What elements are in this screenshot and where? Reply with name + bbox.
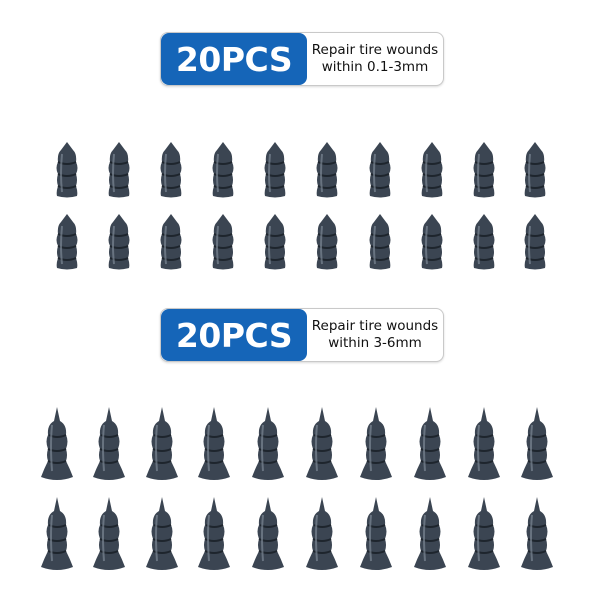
small-tire-repair-nail (369, 214, 391, 270)
description-line: Repair tire wounds (311, 42, 439, 58)
large-tire-repair-nail (306, 407, 338, 480)
large-tire-repair-nail (414, 407, 446, 480)
quantity-label: 20PCS (161, 309, 307, 361)
large-tire-repair-nail (360, 497, 392, 570)
small-tire-repair-nail (421, 142, 443, 198)
large-tire-repair-nail (198, 497, 230, 570)
small-tire-repair-nail (316, 214, 338, 270)
small-tire-repair-nail (316, 142, 338, 198)
large-tire-repair-nail (360, 407, 392, 480)
small-tire-repair-nail (212, 214, 234, 270)
large-tire-repair-nail (252, 407, 284, 480)
large-tire-repair-nail (521, 407, 553, 480)
small-tire-repair-nail (473, 214, 495, 270)
large-tire-repair-nail (306, 497, 338, 570)
large-tire-repair-nail (93, 407, 125, 480)
description-line: Repair tire wounds (311, 318, 439, 334)
quantity-label: 20PCS (161, 33, 307, 85)
large-tire-repair-nail (468, 497, 500, 570)
small-tire-repair-nail (369, 142, 391, 198)
small-tire-repair-nail (160, 142, 182, 198)
badge-large-nails: 20PCS Repair tire wounds within 3-6mm (160, 308, 444, 362)
large-tire-repair-nail (252, 497, 284, 570)
large-tire-repair-nail (41, 407, 73, 480)
small-tire-repair-nail (108, 142, 130, 198)
description: Repair tire wounds within 3-6mm (307, 309, 443, 361)
small-tire-repair-nail (56, 214, 78, 270)
small-tire-repair-nail (524, 142, 546, 198)
small-tire-repair-nail (160, 214, 182, 270)
large-tire-repair-nail (468, 407, 500, 480)
large-tire-repair-nail (414, 497, 446, 570)
large-tire-repair-nail (41, 497, 73, 570)
description-line: within 0.1-3mm (321, 59, 429, 75)
large-tire-repair-nail (93, 497, 125, 570)
small-tire-repair-nail (108, 214, 130, 270)
small-tire-repair-nail (524, 214, 546, 270)
badge-small-nails: 20PCS Repair tire wounds within 0.1-3mm (160, 32, 444, 86)
large-tire-repair-nail (146, 407, 178, 480)
large-tire-repair-nail (198, 407, 230, 480)
small-tire-repair-nail (212, 142, 234, 198)
large-tire-repair-nail (521, 497, 553, 570)
small-tire-repair-nail (56, 142, 78, 198)
description-line: within 3-6mm (328, 335, 422, 351)
small-tire-repair-nail (473, 142, 495, 198)
small-tire-repair-nail (421, 214, 443, 270)
description: Repair tire wounds within 0.1-3mm (307, 33, 443, 85)
small-tire-repair-nail (264, 214, 286, 270)
small-tire-repair-nail (264, 142, 286, 198)
large-tire-repair-nail (146, 497, 178, 570)
